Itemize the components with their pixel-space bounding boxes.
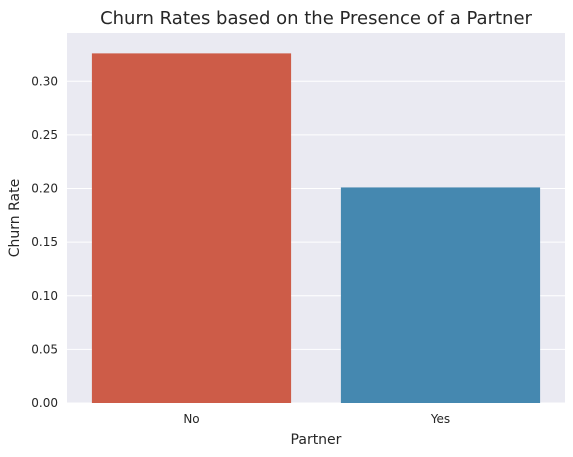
x-tick-label: No xyxy=(183,412,199,426)
x-tick-label: Yes xyxy=(430,412,450,426)
y-tick-label: 0.25 xyxy=(31,128,58,142)
bars xyxy=(91,53,541,404)
y-tick-label: 0.00 xyxy=(31,396,58,410)
y-axis-label: Churn Rate xyxy=(7,179,23,257)
y-tick-label: 0.20 xyxy=(31,182,58,196)
y-tick-label: 0.15 xyxy=(31,235,58,249)
chart-title: Churn Rates based on the Presence of a P… xyxy=(100,8,532,29)
y-tick-label: 0.05 xyxy=(31,342,58,356)
x-axis-label: Partner xyxy=(291,432,342,448)
bar-yes xyxy=(340,187,541,403)
bar-no xyxy=(91,53,292,404)
x-tick-labels: No Yes xyxy=(183,412,450,426)
y-tick-label: 0.30 xyxy=(31,74,58,88)
y-tick-labels: 0.00 0.05 0.10 0.15 0.20 0.25 0.30 xyxy=(31,74,58,410)
y-tick-label: 0.10 xyxy=(31,289,58,303)
